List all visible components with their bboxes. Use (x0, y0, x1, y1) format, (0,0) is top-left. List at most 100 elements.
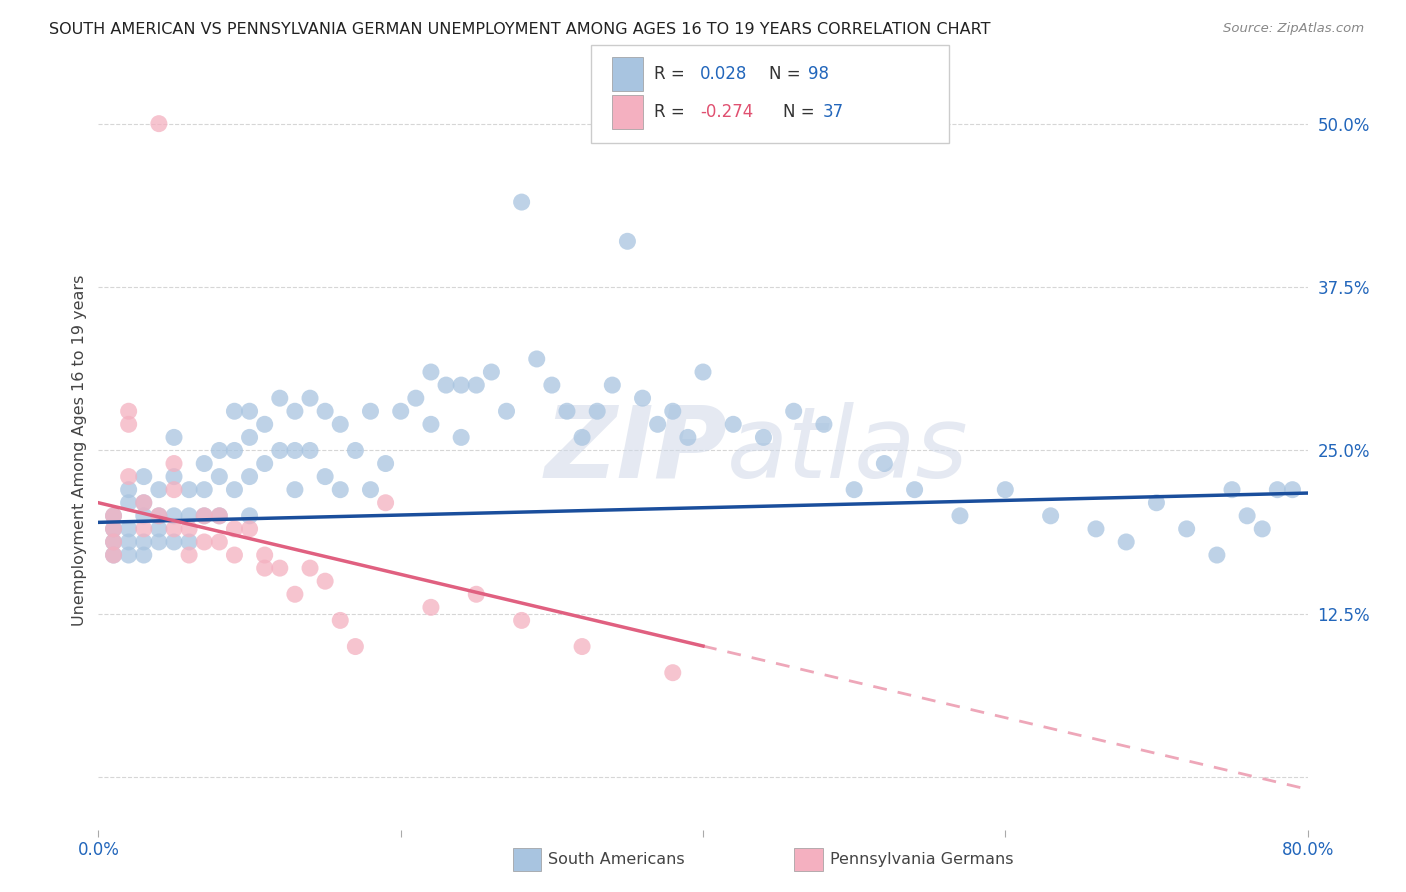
Point (555, 404, 578, 418)
Text: 37: 37 (823, 103, 844, 121)
Point (1144, 496, 1167, 510)
Point (103, 522, 125, 536)
Point (1039, 508, 1062, 523)
Point (118, 548, 141, 562)
Point (1267, 483, 1289, 497)
Point (193, 508, 215, 523)
Point (783, 404, 806, 418)
Text: R =: R = (654, 103, 690, 121)
Point (631, 391, 654, 405)
Point (510, 614, 533, 628)
Point (1175, 522, 1198, 536)
Point (1236, 508, 1258, 523)
Point (269, 561, 291, 575)
Point (269, 391, 291, 405)
Point (148, 535, 170, 549)
Point (586, 404, 609, 418)
Point (118, 417, 141, 432)
Text: -0.274: -0.274 (700, 103, 754, 121)
Point (103, 508, 125, 523)
Point (374, 496, 396, 510)
Point (299, 391, 322, 405)
Point (132, 535, 155, 549)
Point (132, 469, 155, 483)
Point (103, 548, 125, 562)
Point (118, 535, 141, 549)
Point (1115, 535, 1137, 549)
Point (420, 365, 443, 379)
Point (132, 508, 155, 523)
Point (1251, 522, 1274, 536)
Point (284, 483, 307, 497)
Point (253, 417, 276, 432)
Point (179, 535, 201, 549)
Point (647, 417, 669, 432)
Point (465, 378, 488, 392)
Point (723, 417, 745, 432)
Point (208, 508, 231, 523)
Point (179, 548, 201, 562)
Point (208, 469, 231, 483)
Point (118, 404, 141, 418)
Point (1220, 483, 1243, 497)
Point (103, 535, 125, 549)
Point (344, 640, 367, 654)
Point (239, 508, 262, 523)
Point (314, 469, 336, 483)
Point (118, 469, 141, 483)
Point (179, 483, 201, 497)
Point (224, 548, 246, 562)
Point (1085, 522, 1108, 536)
Point (224, 443, 246, 458)
Point (994, 483, 1017, 497)
Point (239, 430, 262, 444)
Text: 0.028: 0.028 (700, 65, 748, 83)
Point (571, 430, 593, 444)
Point (208, 443, 231, 458)
Point (329, 483, 352, 497)
Point (450, 430, 472, 444)
Point (208, 508, 231, 523)
Point (224, 404, 246, 418)
Point (224, 483, 246, 497)
Text: ZIP: ZIP (544, 402, 727, 499)
Point (813, 417, 835, 432)
Point (103, 508, 125, 523)
Point (284, 404, 307, 418)
Point (314, 404, 336, 418)
Text: R =: R = (654, 65, 690, 83)
Point (118, 496, 141, 510)
Point (179, 508, 201, 523)
Text: N =: N = (783, 103, 820, 121)
Point (239, 469, 262, 483)
Point (208, 535, 231, 549)
Point (389, 404, 412, 418)
Point (844, 483, 866, 497)
Point (193, 483, 215, 497)
Point (314, 574, 336, 589)
Point (405, 391, 427, 405)
Point (148, 117, 170, 131)
Point (193, 535, 215, 549)
Point (495, 404, 517, 418)
Point (193, 457, 215, 471)
Point (1281, 483, 1303, 497)
Point (420, 600, 443, 615)
Point (253, 457, 276, 471)
Point (661, 665, 683, 680)
Point (284, 443, 307, 458)
Point (481, 365, 503, 379)
Text: N =: N = (769, 65, 806, 83)
Point (616, 235, 638, 249)
Point (360, 483, 382, 497)
Point (148, 483, 170, 497)
Point (329, 417, 352, 432)
Point (434, 378, 457, 392)
Point (676, 430, 699, 444)
Text: Pennsylvania Germans: Pennsylvania Germans (830, 853, 1014, 867)
Point (949, 508, 972, 523)
Point (329, 614, 352, 628)
Point (118, 483, 141, 497)
Point (873, 457, 896, 471)
Point (224, 522, 246, 536)
